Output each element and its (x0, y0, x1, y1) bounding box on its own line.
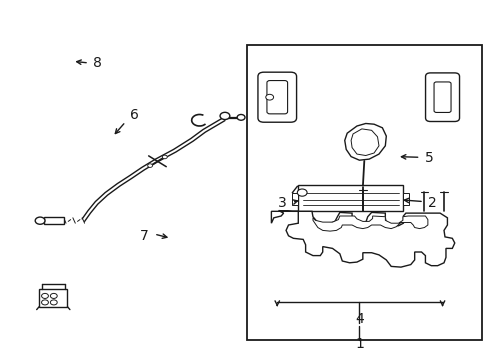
FancyBboxPatch shape (433, 82, 450, 112)
Polygon shape (271, 211, 454, 267)
Text: 2: 2 (427, 197, 436, 210)
Circle shape (220, 112, 229, 120)
FancyBboxPatch shape (266, 81, 287, 114)
Text: 7: 7 (140, 229, 148, 243)
Circle shape (35, 217, 45, 224)
FancyBboxPatch shape (298, 185, 403, 211)
Text: 4: 4 (354, 312, 363, 325)
Circle shape (162, 155, 167, 159)
Polygon shape (344, 123, 386, 160)
Circle shape (237, 114, 244, 120)
Polygon shape (312, 216, 427, 231)
Bar (246, 45, 481, 340)
Circle shape (50, 300, 57, 305)
FancyBboxPatch shape (39, 289, 67, 307)
FancyBboxPatch shape (425, 73, 459, 122)
Polygon shape (350, 129, 378, 156)
Bar (292, 193, 298, 205)
FancyBboxPatch shape (258, 72, 296, 122)
Text: 8: 8 (93, 56, 102, 70)
Circle shape (41, 300, 48, 305)
Circle shape (147, 164, 152, 167)
Text: 1: 1 (354, 337, 363, 351)
Text: 6: 6 (130, 108, 139, 122)
Text: 5: 5 (424, 152, 433, 165)
Bar (403, 193, 408, 205)
Circle shape (50, 293, 57, 298)
Text: 3: 3 (277, 197, 286, 210)
Circle shape (41, 293, 48, 298)
Circle shape (297, 189, 306, 196)
Circle shape (265, 94, 273, 100)
FancyBboxPatch shape (44, 217, 63, 224)
